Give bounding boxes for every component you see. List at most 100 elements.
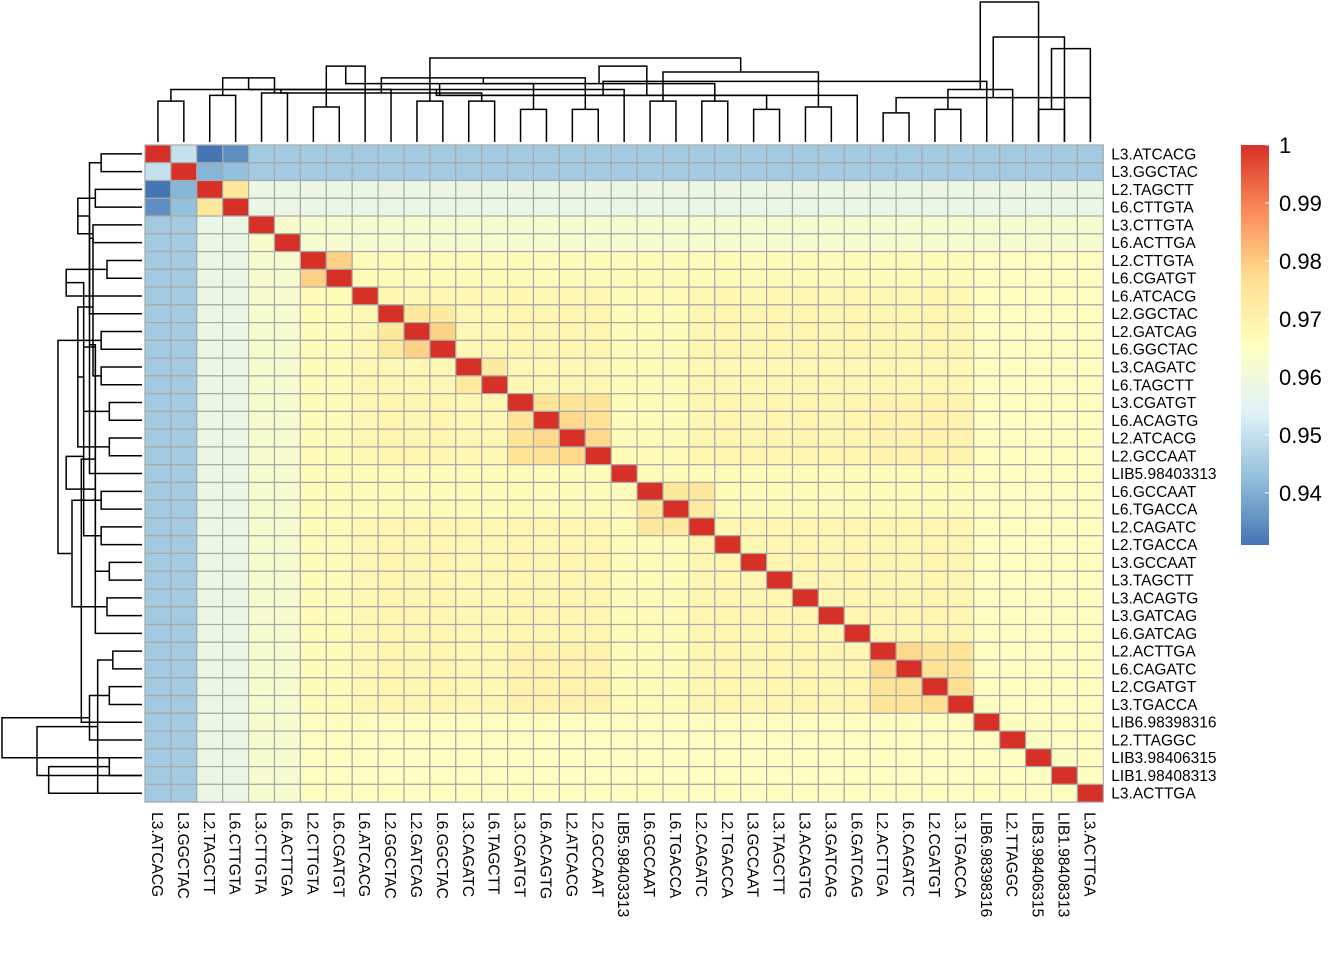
heatmap-cell <box>403 268 431 288</box>
heatmap-cell <box>610 552 638 572</box>
heatmap-cell <box>999 712 1027 732</box>
heatmap-cell <box>973 765 1001 785</box>
heatmap-cell <box>869 712 897 732</box>
row-label: L6.ACAGTG <box>1111 413 1198 430</box>
heatmap-cell <box>662 268 690 288</box>
heatmap-cell <box>481 339 509 359</box>
heatmap-cell <box>403 659 431 679</box>
heatmap-cell <box>325 339 353 359</box>
heatmap-cell <box>817 375 845 395</box>
heatmap-cell <box>144 375 172 395</box>
heatmap-cell <box>791 552 819 572</box>
heatmap-cell <box>973 446 1001 466</box>
heatmap-cell <box>532 677 560 697</box>
heatmap-cell <box>791 677 819 697</box>
heatmap-cell <box>1076 606 1104 626</box>
heatmap-cell <box>662 765 690 785</box>
heatmap-cell <box>584 694 612 714</box>
heatmap-cell <box>688 552 716 572</box>
heatmap-cell <box>869 765 897 785</box>
heatmap-cell <box>222 748 250 768</box>
column-label: L2.GGCTAC <box>381 812 398 899</box>
heatmap-cell <box>144 499 172 519</box>
heatmap-cell <box>222 712 250 732</box>
heatmap-cell <box>351 375 379 395</box>
heatmap-cell <box>481 570 509 590</box>
heatmap-cell <box>403 215 431 235</box>
heatmap-cell <box>765 162 794 182</box>
heatmap-cell <box>455 783 483 803</box>
dendrogram-branch <box>260 92 289 142</box>
heatmap-cell <box>1050 286 1078 306</box>
heatmap-cell <box>688 623 716 643</box>
heatmap-cell <box>222 517 250 537</box>
heatmap-cell <box>714 748 742 768</box>
heatmap-cell <box>895 765 923 785</box>
heatmap-cell <box>662 783 690 803</box>
heatmap-cell <box>248 410 276 430</box>
heatmap-cell <box>532 322 560 341</box>
heatmap-cell <box>170 215 198 235</box>
heatmap-cell <box>947 410 975 430</box>
heatmap-cell <box>740 783 768 803</box>
column-label: L2.CGATGT <box>925 812 942 898</box>
heatmap-cell <box>1050 641 1078 661</box>
heatmap-cell <box>610 286 638 306</box>
dendrogram-branch <box>100 330 142 350</box>
heatmap-cell <box>895 641 923 661</box>
dendrogram-branch <box>416 100 444 142</box>
heatmap-cell <box>248 179 276 199</box>
heatmap-cell <box>584 499 612 519</box>
heatmap-cell <box>1076 179 1104 199</box>
heatmap-cell <box>1076 410 1104 430</box>
heatmap-cell <box>351 535 379 555</box>
heatmap-cell <box>688 393 716 413</box>
heatmap-cell <box>1050 481 1078 501</box>
heatmap-cell <box>921 677 949 697</box>
heatmap-cell <box>170 765 198 785</box>
heatmap-cell <box>273 179 301 199</box>
row-label: L6.CAGATC <box>1111 661 1196 678</box>
heatmap-cell <box>481 623 509 643</box>
heatmap-cell <box>843 712 871 732</box>
heatmap-cell <box>1050 694 1078 714</box>
heatmap-cell <box>973 606 1001 626</box>
heatmap-cell <box>455 339 483 359</box>
row-label: LIB5.98403313 <box>1111 466 1216 483</box>
heatmap-cell <box>299 446 327 466</box>
heatmap-cell <box>196 375 224 395</box>
heatmap-cell <box>584 748 612 768</box>
heatmap-cell <box>1076 446 1104 466</box>
heatmap-cell <box>144 162 172 182</box>
heatmap-cell <box>791 144 819 164</box>
row-label: LIB1.98408313 <box>1111 768 1216 785</box>
heatmap-cell <box>584 215 612 235</box>
heatmap-cell <box>558 464 586 484</box>
heatmap-cell <box>895 694 923 714</box>
heatmap-cell <box>688 339 716 359</box>
heatmap-cell <box>610 322 638 341</box>
heatmap-cell <box>947 357 975 377</box>
heatmap-cell <box>843 623 871 643</box>
heatmap-cell <box>481 677 509 697</box>
heatmap-cell <box>273 783 301 803</box>
heatmap-cell <box>170 162 198 182</box>
heatmap-cell <box>558 570 586 590</box>
heatmap-cell <box>507 730 535 750</box>
heatmap-cell <box>170 641 198 661</box>
heatmap-cell <box>144 197 172 217</box>
heatmap-cell <box>455 233 483 253</box>
heatmap-cell <box>895 570 923 590</box>
heatmap-cell <box>429 783 457 803</box>
heatmap-cell <box>947 730 975 750</box>
heatmap-cell <box>765 570 794 590</box>
column-label: L6.CGATGT <box>329 812 346 898</box>
heatmap-cell <box>1024 588 1053 608</box>
heatmap-cell <box>1050 375 1078 395</box>
heatmap-cell <box>377 179 405 199</box>
heatmap-cell <box>1024 197 1053 217</box>
heatmap-cell <box>895 286 923 306</box>
heatmap-cell <box>299 233 327 253</box>
heatmap-cell <box>481 322 509 341</box>
heatmap-cell <box>817 393 845 413</box>
